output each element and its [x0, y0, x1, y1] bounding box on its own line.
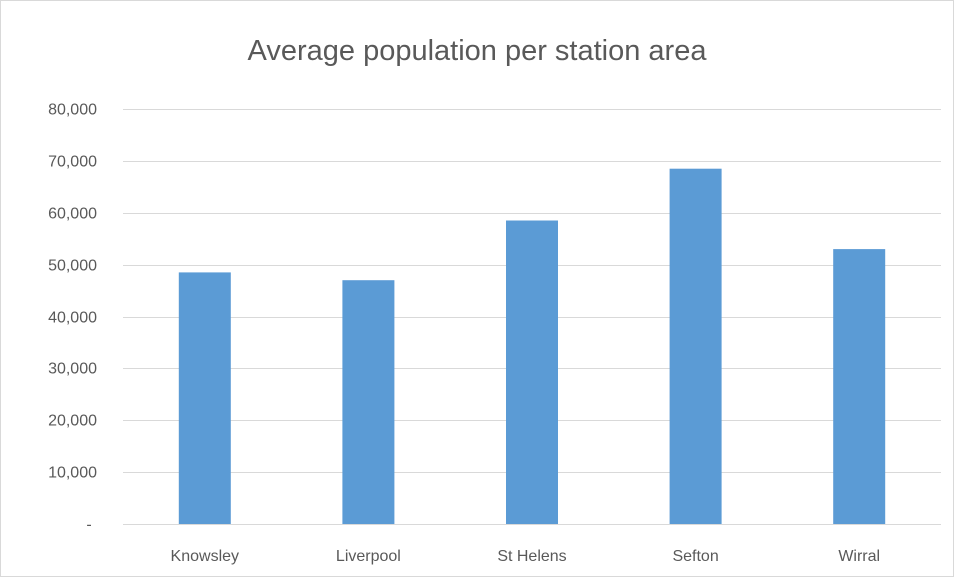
y-tick-label: 60,000	[48, 206, 97, 223]
bar-liverpool	[342, 280, 395, 524]
bar-knowsley	[178, 272, 231, 524]
bar-sefton	[669, 168, 722, 524]
bar-st-helens	[506, 220, 558, 524]
x-tick-label: Sefton	[672, 548, 718, 565]
x-tick-label: St Helens	[497, 548, 566, 565]
y-tick-label: 80,000	[48, 102, 97, 119]
chart-title: Average population per station area	[247, 35, 707, 67]
y-tick-label: 10,000	[48, 465, 97, 482]
y-tick-label: -	[86, 517, 91, 534]
y-tick-label: 30,000	[48, 361, 97, 378]
bars	[178, 168, 886, 524]
y-tick-label: 70,000	[48, 154, 97, 171]
x-axis-ticks: Knowsley Liverpool St Helens Sefton Wirral	[171, 548, 881, 565]
y-axis-ticks: - 10,000 20,000 30,000 40,000 50,000 60,000 70,…	[48, 102, 97, 534]
y-tick-label: 50,000	[48, 258, 97, 275]
bar-wirral	[833, 249, 886, 524]
y-tick-label: 20,000	[48, 413, 97, 430]
x-tick-label: Liverpool	[336, 548, 401, 565]
x-tick-label: Wirral	[838, 548, 880, 565]
y-tick-label: 40,000	[48, 310, 97, 327]
x-tick-label: Knowsley	[171, 548, 239, 565]
